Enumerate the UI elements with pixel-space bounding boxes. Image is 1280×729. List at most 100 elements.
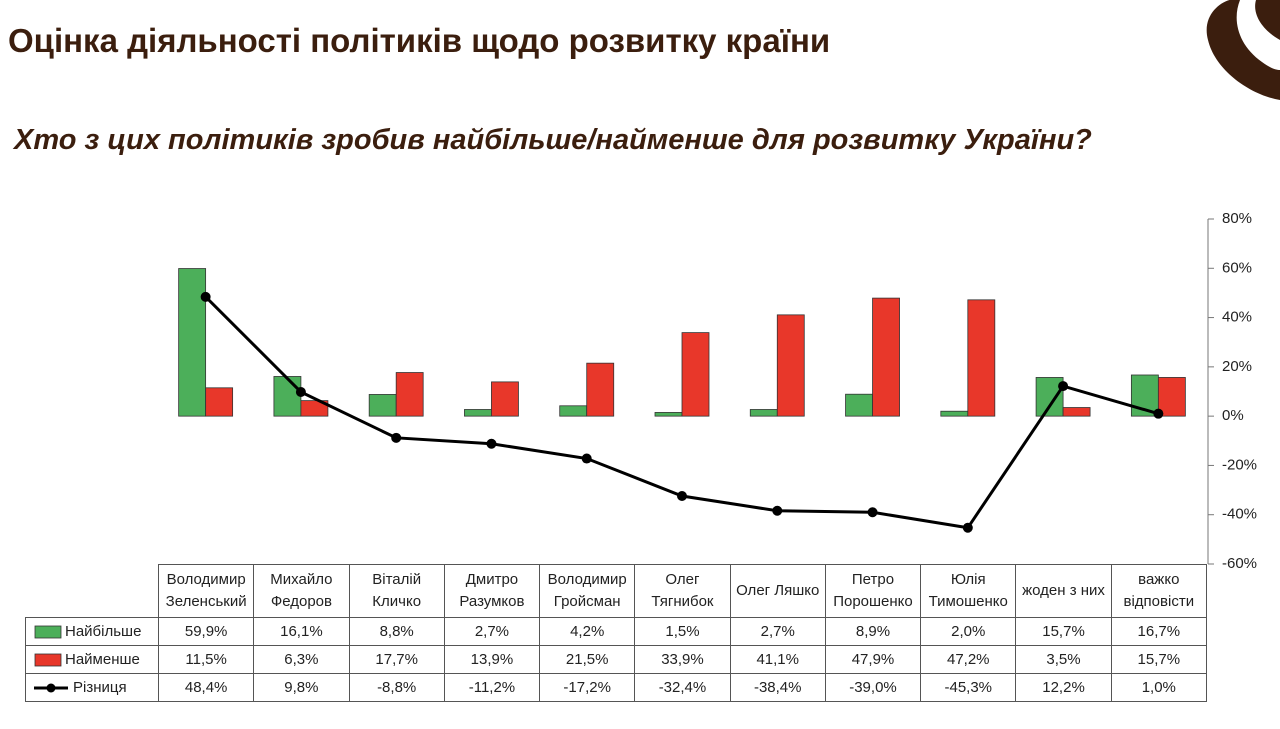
data-cell: 41,1% — [729, 645, 826, 674]
legend-swatch — [34, 625, 62, 639]
bar — [205, 387, 234, 417]
y-tick-label: -40% — [1222, 506, 1257, 523]
bar — [681, 332, 710, 417]
data-cell: 6,3% — [253, 645, 350, 674]
table-header-row: Володимир Зеленський Михайло Федоров Вітал… — [25, 564, 1207, 618]
bar — [1157, 377, 1186, 417]
data-cell: 8,8% — [348, 617, 445, 646]
bar — [776, 314, 805, 417]
data-cell: 2,7% — [443, 617, 541, 646]
data-cell: 12,2% — [1015, 673, 1112, 702]
line-point — [677, 490, 687, 501]
category-label: Володимир Зеленський — [157, 564, 255, 618]
bar — [967, 299, 996, 417]
legend-label: Найменше — [65, 651, 140, 668]
table-row: Різниця 48,4% 9,8% -8,8% -11,2% -17,2% -32,4% -… — [25, 673, 1207, 702]
data-cell: -45,3% — [920, 673, 1017, 702]
data-cell: -39,0% — [824, 673, 922, 702]
table-row: Найменше 11,5% 6,3% 17,7% 13,9% 21,5% 33,9% 41,… — [25, 645, 1207, 674]
data-cell: 3,5% — [1015, 645, 1112, 674]
legend-entry: Найменше — [25, 645, 159, 674]
legend-box — [34, 653, 62, 667]
category-label: жоден з них — [1015, 564, 1112, 618]
bar — [749, 409, 778, 417]
category-label: Юлія Тимошенко — [920, 564, 1017, 618]
line-point — [295, 386, 306, 397]
legend-marker — [46, 683, 56, 693]
y-tick-label: -60% — [1222, 555, 1257, 572]
data-cell: -38,4% — [729, 673, 826, 702]
data-cell: 17,7% — [348, 645, 445, 674]
category-label: Олег Ляшко — [729, 564, 826, 618]
y-tick-label: 0% — [1222, 407, 1244, 424]
data-cell: 8,9% — [824, 617, 922, 646]
line-point — [962, 522, 973, 533]
category-label: Михайло Федоров — [253, 564, 350, 618]
category-label: Володимир Гройсман — [539, 564, 636, 618]
bar — [178, 268, 207, 417]
bar — [940, 410, 969, 417]
data-cell: 15,7% — [1015, 617, 1112, 646]
bar — [872, 297, 900, 417]
data-cell: 33,9% — [634, 645, 731, 674]
line-point — [1058, 381, 1069, 392]
category-label: важко відповісти — [1110, 564, 1207, 618]
y-tick-label: 40% — [1222, 309, 1252, 326]
bar — [368, 394, 397, 417]
chart-subtitle: Хто з цих політиків зробив найбільше/най… — [14, 124, 1092, 156]
line-point — [772, 505, 783, 516]
legend-box — [34, 625, 62, 639]
legend-entry: Найбільше — [25, 617, 159, 646]
data-cell: 59,9% — [157, 617, 255, 646]
data-cell: -17,2% — [539, 673, 636, 702]
line-point — [1153, 408, 1164, 419]
y-tick-label: 60% — [1222, 259, 1252, 276]
y-tick-label: -20% — [1222, 456, 1257, 473]
category-label: Петро Порошенко — [824, 564, 922, 618]
data-cell: 1,0% — [1110, 673, 1207, 702]
data-cell: -8,8% — [348, 673, 445, 702]
line-point — [200, 291, 211, 302]
bar — [1062, 407, 1091, 417]
data-cell: -32,4% — [634, 673, 731, 702]
legend-label: Різниця — [73, 679, 127, 696]
category-label: Віталій Кличко — [348, 564, 445, 618]
data-cell: 47,9% — [824, 645, 922, 674]
y-tick-label: 80% — [1222, 210, 1252, 227]
chart-title: Оцінка діяльності політиків щодо розвитк… — [8, 22, 831, 59]
table-row: Найбільше 59,9% 16,1% 8,8% 2,7% 4,2% 1,5% 2,7% 8… — [25, 617, 1207, 646]
bar — [586, 362, 615, 417]
line-point — [581, 453, 592, 464]
y-tick-label: 20% — [1222, 358, 1252, 375]
data-cell: 11,5% — [157, 645, 255, 674]
bar — [845, 393, 873, 417]
category-label: Дмитро Разумков — [443, 564, 541, 618]
bar — [300, 400, 329, 417]
data-cell: 47,2% — [920, 645, 1017, 674]
data-cell: 2,7% — [729, 617, 826, 646]
legend-swatch — [34, 683, 68, 693]
data-cell: 16,7% — [1110, 617, 1207, 646]
legend-entry: Різниця — [25, 673, 159, 702]
line-point — [391, 432, 402, 443]
line-point — [867, 507, 878, 518]
data-cell: 2,0% — [920, 617, 1017, 646]
bar — [559, 405, 588, 417]
data-cell: 4,2% — [539, 617, 636, 646]
bar — [654, 412, 683, 417]
data-cell: -11,2% — [443, 673, 541, 702]
table-corner — [25, 564, 159, 618]
data-cell: 15,7% — [1110, 645, 1207, 674]
bar — [491, 381, 519, 417]
bar — [395, 372, 424, 417]
bar — [273, 376, 302, 417]
data-cell: 13,9% — [443, 645, 541, 674]
data-table: Володимир Зеленський Михайло Федоров Вітал… — [25, 564, 1207, 702]
data-cell: 21,5% — [539, 645, 636, 674]
data-cell: 9,8% — [253, 673, 350, 702]
legend-swatch — [34, 653, 62, 667]
legend-label: Найбільше — [65, 623, 142, 640]
bar — [464, 409, 492, 417]
